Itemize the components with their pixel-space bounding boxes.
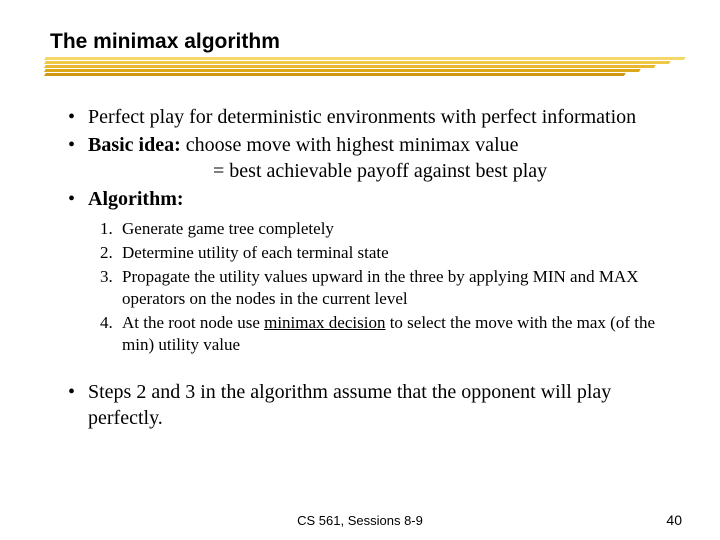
step-number: 3. [100, 266, 113, 288]
step-2: 2. Determine utility of each terminal sta… [100, 242, 675, 264]
step-number: 2. [100, 242, 113, 264]
footer-course: CS 561, Sessions 8-9 [297, 513, 423, 528]
page-number: 40 [666, 512, 682, 528]
bullet-assumption: Steps 2 and 3 in the algorithm assume th… [68, 379, 675, 431]
bullet-algorithm: Algorithm: [68, 186, 675, 212]
step-text: Determine utility of each terminal state [122, 243, 389, 262]
title-underline [45, 57, 680, 79]
spacer [50, 359, 675, 379]
stripe-5 [44, 73, 625, 76]
stripe-4 [44, 69, 640, 72]
bullet-perfect-play: Perfect play for deterministic environme… [68, 104, 675, 130]
step-text: Propagate the utility values upward in t… [122, 267, 639, 308]
slide-content: Perfect play for deterministic environme… [50, 104, 675, 431]
step-4-underlined: minimax decision [264, 313, 385, 332]
step-text: Generate game tree completely [122, 219, 334, 238]
step-number: 4. [100, 312, 113, 334]
basic-idea-cont: = best achievable payoff against best pl… [88, 158, 675, 184]
basic-idea-text: choose move with highest minimax value [181, 134, 519, 156]
step-4-pre: At the root node use [122, 313, 264, 332]
slide-container: The minimax algorithm Perfect play for d… [0, 0, 720, 540]
main-bullet-list: Perfect play for deterministic environme… [50, 104, 675, 212]
stripe-2 [44, 61, 670, 64]
algorithm-steps: 1. Generate game tree completely 2. Determ… [50, 218, 675, 357]
slide-title: The minimax algorithm [50, 30, 675, 54]
step-4: 4.At the root node use minimax decision … [100, 312, 675, 356]
step-1: 1. Generate game tree completely [100, 218, 675, 240]
algorithm-label: Algorithm: [88, 188, 184, 210]
stripe-3 [44, 65, 655, 68]
final-bullet-list: Steps 2 and 3 in the algorithm assume th… [50, 379, 675, 431]
step-3: 3. Propagate the utility values upward in… [100, 266, 675, 310]
stripe-1 [44, 57, 685, 60]
step-number: 1. [100, 218, 113, 240]
basic-idea-label: Basic idea: [88, 134, 181, 156]
bullet-basic-idea: Basic idea: choose move with highest min… [68, 132, 675, 184]
